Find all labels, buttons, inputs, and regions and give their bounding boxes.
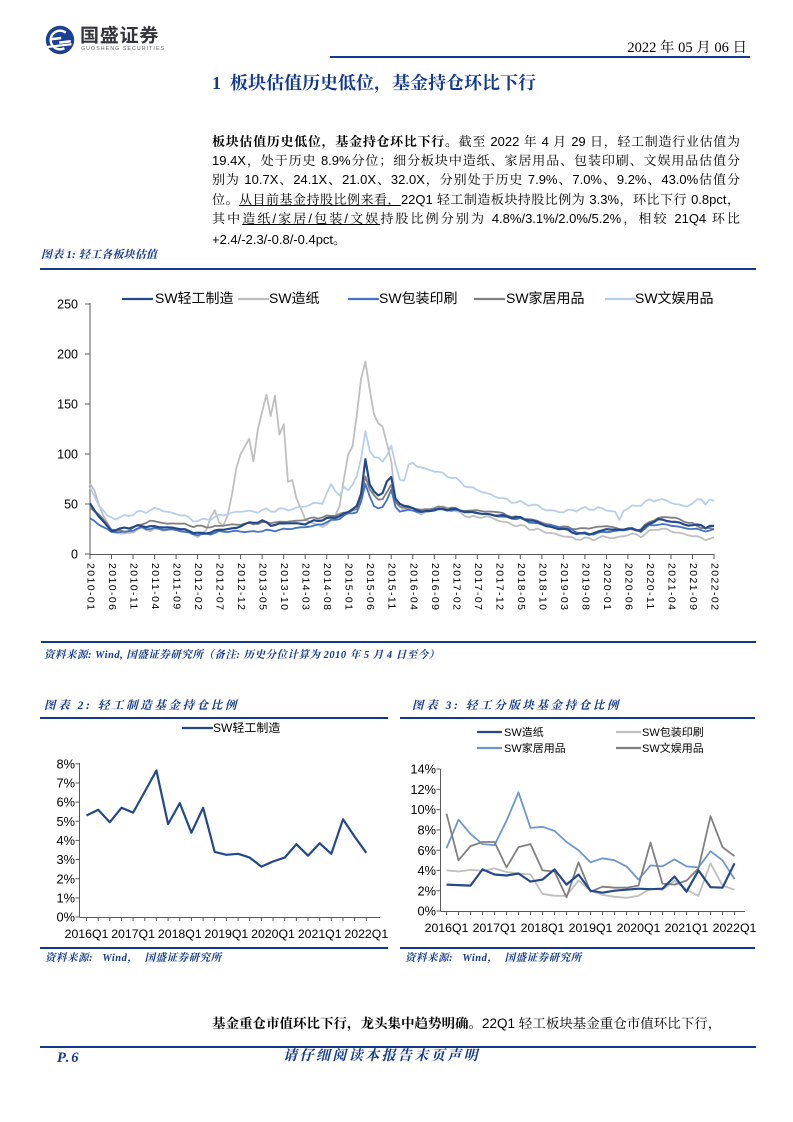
svg-text:SW轻工制造: SW轻工制造 <box>213 719 280 736</box>
svg-text:0: 0 <box>71 548 78 562</box>
svg-text:2021Q1: 2021Q1 <box>298 927 342 941</box>
svg-text:2%: 2% <box>57 871 76 886</box>
svg-text:6%: 6% <box>418 843 437 858</box>
svg-text:100: 100 <box>57 448 78 462</box>
svg-text:2015-11: 2015-11 <box>386 563 398 611</box>
svg-text:2%: 2% <box>418 883 437 898</box>
svg-text:2015-06: 2015-06 <box>364 563 376 611</box>
svg-text:4%: 4% <box>57 833 76 848</box>
svg-text:2016-04: 2016-04 <box>407 563 419 611</box>
svg-text:SW包装印刷: SW包装印刷 <box>379 288 458 308</box>
svg-text:SW造纸: SW造纸 <box>504 724 544 740</box>
svg-text:2017-12: 2017-12 <box>493 563 505 611</box>
svg-text:2020-06: 2020-06 <box>622 563 634 611</box>
svg-text:SW文娱用品: SW文娱用品 <box>635 288 714 308</box>
svg-text:2018-05: 2018-05 <box>515 563 527 611</box>
svg-text:2012-07: 2012-07 <box>214 563 226 611</box>
svg-text:2017-07: 2017-07 <box>472 563 484 611</box>
svg-text:2018Q1: 2018Q1 <box>521 921 565 935</box>
svg-text:2021-04: 2021-04 <box>666 563 678 611</box>
svg-text:2013-10: 2013-10 <box>278 563 290 611</box>
svg-text:2020Q1: 2020Q1 <box>617 921 661 935</box>
svg-text:SW家居用品: SW家居用品 <box>506 288 585 308</box>
svg-text:SW轻工制造: SW轻工制造 <box>155 288 234 308</box>
svg-text:4%: 4% <box>418 863 437 878</box>
svg-text:14%: 14% <box>410 762 436 777</box>
svg-text:8%: 8% <box>418 823 437 838</box>
svg-text:250: 250 <box>57 298 78 312</box>
svg-text:200: 200 <box>57 348 78 362</box>
svg-text:2012-02: 2012-02 <box>192 563 204 611</box>
svg-text:3%: 3% <box>57 852 76 867</box>
svg-text:8%: 8% <box>57 756 76 771</box>
svg-text:150: 150 <box>57 398 78 412</box>
svg-text:0%: 0% <box>57 910 76 925</box>
svg-text:2017Q1: 2017Q1 <box>111 927 155 941</box>
svg-text:2010-01: 2010-01 <box>85 563 97 611</box>
svg-text:2020-11: 2020-11 <box>644 563 656 611</box>
svg-text:2016Q1: 2016Q1 <box>425 921 469 935</box>
svg-text:2014-03: 2014-03 <box>300 563 312 611</box>
svg-text:2016-09: 2016-09 <box>429 563 441 611</box>
svg-text:2015-01: 2015-01 <box>343 563 355 611</box>
svg-text:2018-10: 2018-10 <box>536 563 548 611</box>
svg-text:2011-04: 2011-04 <box>149 563 161 611</box>
svg-text:2022Q1: 2022Q1 <box>344 927 388 941</box>
svg-text:2021-09: 2021-09 <box>687 563 699 611</box>
svg-text:2019-03: 2019-03 <box>558 563 570 611</box>
svg-text:2018Q1: 2018Q1 <box>158 927 202 941</box>
svg-text:2020-01: 2020-01 <box>601 563 613 611</box>
svg-text:2012-12: 2012-12 <box>235 563 247 611</box>
svg-text:2019Q1: 2019Q1 <box>205 927 249 941</box>
svg-text:10%: 10% <box>410 802 436 817</box>
svg-text:SW家居用品: SW家居用品 <box>504 740 566 756</box>
svg-text:2019Q1: 2019Q1 <box>569 921 613 935</box>
svg-text:2021Q1: 2021Q1 <box>665 921 709 935</box>
svg-text:5%: 5% <box>57 814 76 829</box>
svg-text:2011-09: 2011-09 <box>171 563 183 611</box>
svg-text:2010-11: 2010-11 <box>128 563 140 611</box>
svg-text:2020Q1: 2020Q1 <box>251 927 295 941</box>
svg-text:6%: 6% <box>57 795 76 810</box>
svg-text:1%: 1% <box>57 891 76 906</box>
svg-text:2016Q1: 2016Q1 <box>65 927 109 941</box>
svg-text:7%: 7% <box>57 776 76 791</box>
svg-text:SW造纸: SW造纸 <box>269 288 320 308</box>
svg-text:2010-06: 2010-06 <box>106 563 118 611</box>
svg-text:SW包装印刷: SW包装印刷 <box>642 724 704 740</box>
svg-text:2017-02: 2017-02 <box>450 563 462 611</box>
svg-text:12%: 12% <box>410 782 436 797</box>
svg-text:SW文娱用品: SW文娱用品 <box>642 740 704 756</box>
svg-text:2014-08: 2014-08 <box>321 563 333 611</box>
svg-text:2017Q1: 2017Q1 <box>473 921 517 935</box>
svg-text:2019-08: 2019-08 <box>579 563 591 611</box>
svg-text:50: 50 <box>64 498 78 512</box>
svg-text:2022-02: 2022-02 <box>709 563 721 611</box>
svg-text:2013-05: 2013-05 <box>257 563 269 611</box>
svg-text:2022Q1: 2022Q1 <box>713 921 757 935</box>
svg-text:0%: 0% <box>418 904 437 919</box>
